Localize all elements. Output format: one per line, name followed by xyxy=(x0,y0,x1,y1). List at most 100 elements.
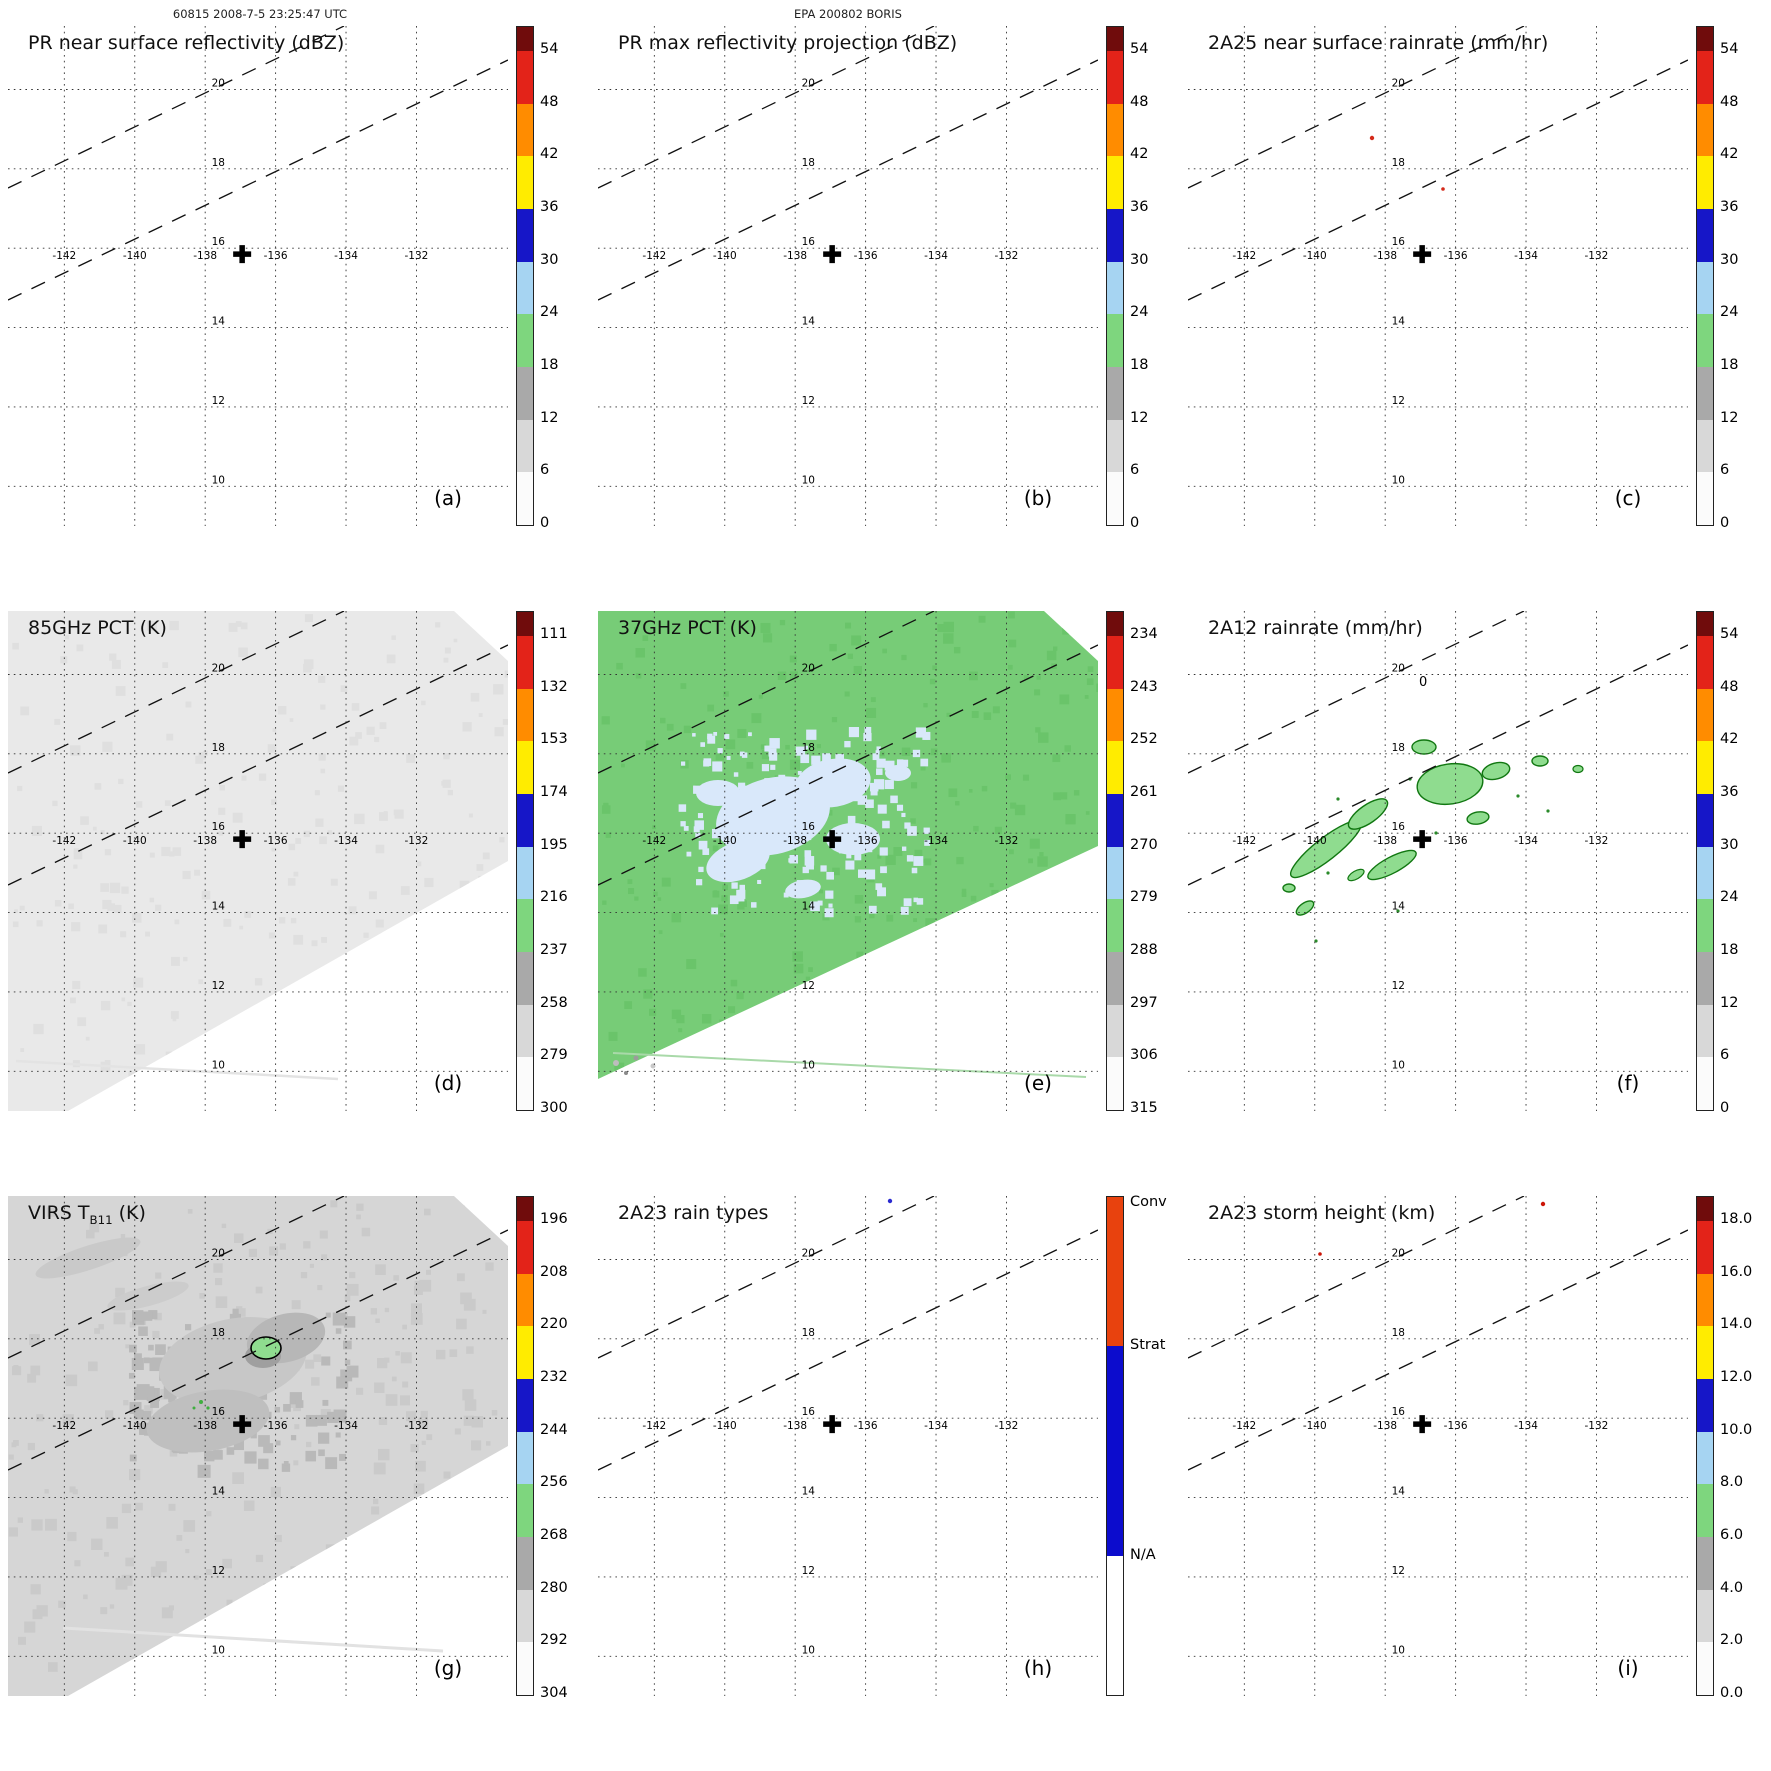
noise-pixel xyxy=(351,703,360,711)
noise-pixel xyxy=(100,883,109,892)
noise-pixel xyxy=(955,801,960,806)
noise-pixel xyxy=(968,963,976,971)
noise-pixel xyxy=(920,765,926,771)
latitude-tick-label: 14 xyxy=(212,901,226,913)
noise-pixel xyxy=(238,647,248,658)
colorbar-segment xyxy=(1107,51,1123,105)
noise-pixel xyxy=(154,1312,162,1321)
noise-pixel xyxy=(1008,639,1017,648)
noise-pixel xyxy=(422,1039,433,1050)
data-speck xyxy=(199,1400,203,1404)
noise-pixel xyxy=(273,1014,283,1024)
noise-pixel xyxy=(497,1061,506,1070)
noise-pixel xyxy=(1061,1009,1066,1013)
noise-pixel xyxy=(736,889,746,899)
noise-pixel xyxy=(36,1605,48,1617)
latitude-tick-label: 16 xyxy=(212,236,226,248)
data-speck xyxy=(887,1198,893,1204)
colorbar-tick-label: 12.0 xyxy=(1720,1369,1753,1385)
noise-pixel xyxy=(946,712,951,718)
noise-pixel xyxy=(109,653,117,661)
noise-pixel xyxy=(62,1414,74,1426)
colorbar-tick-label: 268 xyxy=(540,1527,568,1543)
noise-pixel xyxy=(321,1254,328,1261)
noise-pixel xyxy=(152,1330,160,1339)
noise-pixel xyxy=(658,930,663,935)
panel-h-title: 2A23 rain types xyxy=(618,1202,768,1227)
noise-pixel xyxy=(712,761,723,772)
noise-pixel xyxy=(738,782,746,790)
noise-pixel xyxy=(1008,849,1014,855)
colorbar-segment xyxy=(1697,419,1713,473)
colorbar-segment xyxy=(1107,367,1123,421)
noise-pixel xyxy=(14,909,18,914)
latitude-tick-label: 10 xyxy=(212,1059,225,1071)
noise-pixel xyxy=(354,813,365,825)
noise-pixel xyxy=(804,856,815,866)
title-text: 85GHz PCT (K) xyxy=(28,617,167,639)
colorbar-tick-label: 132 xyxy=(540,678,568,695)
noise-pixel xyxy=(240,622,248,630)
longitude-tick-label: -138 xyxy=(783,1420,807,1432)
noise-pixel xyxy=(452,950,460,958)
noise-pixel xyxy=(635,672,642,679)
noise-pixel xyxy=(973,825,979,832)
noise-pixel xyxy=(1028,858,1033,864)
noise-pixel xyxy=(459,880,470,891)
noise-pixel xyxy=(900,906,909,915)
colorbar-tick-label: 0.0 xyxy=(1720,1685,1744,1701)
noise-pixel xyxy=(713,1037,722,1045)
noise-pixel xyxy=(443,657,449,663)
noise-pixel xyxy=(89,1222,100,1233)
colorbar-segment xyxy=(1107,741,1123,795)
noise-pixel xyxy=(898,1040,903,1044)
noise-pixel xyxy=(1036,675,1041,680)
noise-pixel xyxy=(826,809,833,816)
noise-pixel xyxy=(142,1411,152,1421)
colorbar-tick-label: 244 xyxy=(540,1421,568,1438)
noise-pixel xyxy=(1060,792,1068,800)
noise-pixel xyxy=(850,1002,855,1007)
panel-f-title: 2A12 rainrate (mm/hr) xyxy=(1208,617,1423,642)
noise-pixel xyxy=(267,1061,277,1071)
panel-letter-label: (a) xyxy=(434,486,462,510)
noise-pixel xyxy=(311,981,318,988)
noise-pixel xyxy=(221,1223,227,1229)
title-text: 2A12 rainrate (mm/hr) xyxy=(1208,617,1423,639)
noise-pixel xyxy=(36,920,43,927)
latitude-tick-label: 16 xyxy=(802,236,816,248)
noise-pixel xyxy=(311,1377,320,1386)
panel-e-title: 37GHz PCT (K) xyxy=(618,617,757,642)
latitude-tick-label: 16 xyxy=(212,1406,226,1418)
data-speck xyxy=(1546,809,1550,813)
noise-pixel xyxy=(336,1376,349,1389)
noise-pixel xyxy=(60,656,68,664)
panel-letter-label: (g) xyxy=(434,1656,462,1680)
noise-pixel xyxy=(785,744,790,750)
noise-pixel xyxy=(131,1357,144,1371)
noise-pixel xyxy=(375,919,384,928)
noise-pixel xyxy=(155,904,162,911)
noise-pixel xyxy=(219,785,225,791)
noise-pixel xyxy=(1023,675,1029,680)
colorbar-segment xyxy=(517,261,533,315)
colorbar-tick-label: 18.0 xyxy=(1720,1211,1753,1227)
noise-pixel xyxy=(686,851,692,857)
noise-pixel xyxy=(402,1381,409,1388)
noise-pixel xyxy=(292,1658,305,1671)
noise-pixel xyxy=(494,905,505,916)
colorbar-segment xyxy=(1697,1537,1713,1591)
colorbar-segment xyxy=(1697,1221,1713,1275)
noise-pixel xyxy=(430,1527,437,1534)
data-speck xyxy=(1326,871,1330,875)
noise-pixel xyxy=(484,1204,494,1214)
noise-pixel xyxy=(504,670,508,678)
longitude-tick-label: -142 xyxy=(1232,250,1256,262)
data-blob xyxy=(1531,755,1549,767)
swath-edge-dashed-line xyxy=(8,59,508,301)
noise-pixel xyxy=(943,633,954,644)
data-speck xyxy=(1516,794,1520,798)
colorbar-c: 54 48 42 36 30 24 18 12 6 0 xyxy=(1696,26,1768,531)
noise-pixel xyxy=(499,837,505,843)
latitude-tick-label: 16 xyxy=(212,821,226,833)
